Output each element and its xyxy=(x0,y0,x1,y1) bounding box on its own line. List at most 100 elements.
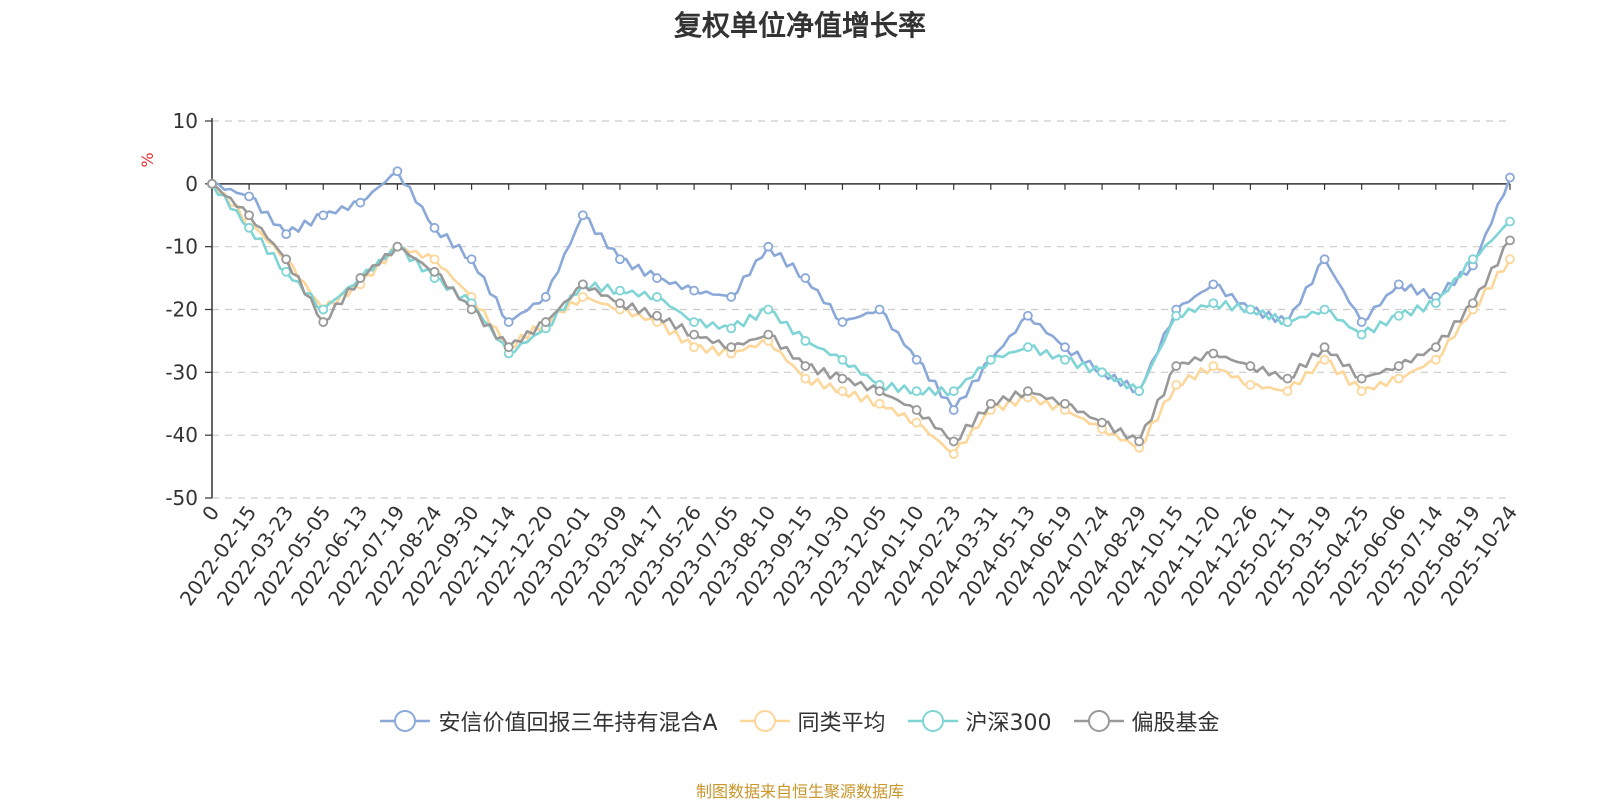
data-point xyxy=(985,398,996,409)
data-point xyxy=(1097,417,1107,428)
data-point xyxy=(1393,310,1404,321)
data-point xyxy=(429,254,440,265)
data-point xyxy=(985,354,996,365)
data-point xyxy=(1356,317,1367,327)
data-point xyxy=(837,354,848,365)
data-point xyxy=(1208,298,1219,309)
legend-item[interactable]: 安信价值回报三年持有混合A xyxy=(380,705,718,737)
data-point xyxy=(577,292,588,302)
data-point xyxy=(1171,310,1182,321)
data-point xyxy=(1319,342,1330,353)
series-group xyxy=(207,178,1515,447)
data-point xyxy=(911,417,922,428)
data-point xyxy=(837,386,848,397)
series-line xyxy=(211,170,1512,412)
data-point xyxy=(281,266,292,277)
data-point xyxy=(244,222,254,233)
data-point xyxy=(1393,373,1404,384)
data-point xyxy=(689,342,700,353)
data-point xyxy=(615,285,625,296)
line-chart: 10 0 -10 -20 -30 -40 -50 02022-02-152022-03-23… xyxy=(138,109,1522,610)
data-point xyxy=(948,436,959,447)
x-tick-label: 0 xyxy=(197,501,224,525)
source-note: 制图数据来自恒生聚源数据库 xyxy=(695,782,904,801)
data-point xyxy=(466,304,477,315)
grid-lines xyxy=(212,120,1510,499)
data-point xyxy=(540,292,551,302)
data-point xyxy=(207,178,217,189)
data-point xyxy=(1505,254,1515,265)
data-point xyxy=(1356,386,1367,397)
data-point xyxy=(1319,354,1330,365)
data-point xyxy=(726,292,737,302)
data-point xyxy=(1319,304,1330,315)
legend-swatch-icon xyxy=(380,710,431,732)
data-point xyxy=(429,222,440,233)
data-point xyxy=(763,304,774,315)
data-point xyxy=(689,329,700,340)
data-point xyxy=(1505,216,1515,227)
data-point xyxy=(948,449,959,459)
data-point xyxy=(392,166,403,177)
data-point xyxy=(577,210,588,221)
y-tick-label: -20 xyxy=(165,298,198,322)
data-point xyxy=(1468,254,1478,265)
data-point xyxy=(1208,361,1219,371)
data-point xyxy=(1282,317,1293,327)
data-point xyxy=(874,386,885,397)
data-point xyxy=(1022,342,1033,353)
data-point xyxy=(763,241,774,252)
legend-item[interactable]: 偏股基金 xyxy=(1073,705,1220,737)
data-point xyxy=(1171,379,1182,390)
data-point xyxy=(355,273,366,283)
data-point xyxy=(948,405,959,415)
data-point xyxy=(1060,342,1070,353)
data-point xyxy=(1505,235,1515,246)
data-point xyxy=(1022,310,1033,321)
data-point xyxy=(1208,348,1219,359)
series-line xyxy=(210,183,1512,456)
data-point xyxy=(1245,379,1256,390)
data-point xyxy=(837,317,848,327)
y-tick-label: -50 xyxy=(165,486,198,510)
y-tick-label: -10 xyxy=(165,235,198,259)
legend-item[interactable]: 沪深300 xyxy=(907,705,1052,737)
data-point xyxy=(726,323,737,334)
data-point xyxy=(244,210,254,221)
data-point xyxy=(1134,436,1145,447)
x-tick-labels: 02022-02-152022-03-232022-05-052022-06-1… xyxy=(175,501,1522,610)
data-point xyxy=(318,317,329,327)
data-point xyxy=(355,197,366,208)
data-point xyxy=(318,304,329,315)
data-point xyxy=(1356,329,1367,340)
data-point xyxy=(800,361,811,371)
data-point xyxy=(689,317,700,327)
data-point xyxy=(1171,361,1182,371)
legend-label: 沪深300 xyxy=(965,711,1052,736)
series-lines xyxy=(207,166,1515,459)
data-point xyxy=(1430,354,1441,365)
series-line xyxy=(211,182,1511,443)
data-point xyxy=(318,210,329,221)
data-point xyxy=(615,254,625,265)
data-point xyxy=(503,317,514,327)
data-point xyxy=(948,386,959,397)
data-point xyxy=(911,405,922,415)
data-point xyxy=(1430,298,1441,309)
data-point xyxy=(800,273,811,283)
y-tick-labels: 10 0 -10 -20 -30 -40 -50 xyxy=(165,109,198,510)
legend-label: 安信价值回报三年持有混合A xyxy=(438,711,718,736)
legend-swatch-icon xyxy=(1073,710,1124,732)
legend-swatch-icon xyxy=(907,710,958,732)
data-point xyxy=(1356,373,1367,384)
data-point xyxy=(281,229,292,240)
data-point xyxy=(1282,373,1293,384)
y-axis-label: % xyxy=(138,152,157,167)
data-point xyxy=(1134,386,1145,397)
legend-label: 同类平均 xyxy=(797,711,886,736)
data-point xyxy=(1282,386,1293,397)
legend-label: 偏股基金 xyxy=(1131,711,1220,736)
series-group xyxy=(207,166,1515,415)
legend-item[interactable]: 同类平均 xyxy=(739,705,886,737)
data-point xyxy=(726,342,737,353)
